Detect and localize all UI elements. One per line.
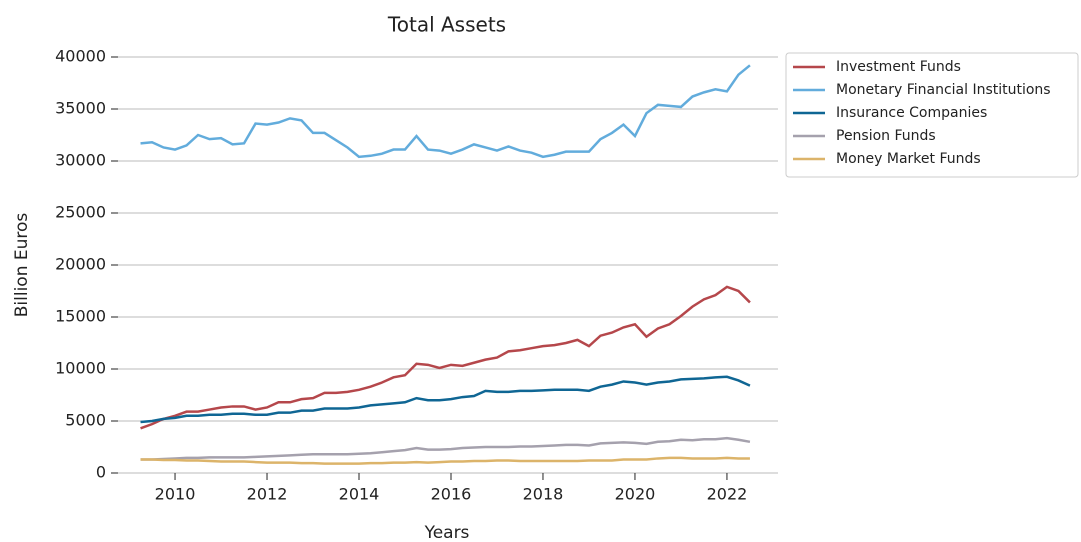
y-tick-label: 5000 xyxy=(65,411,106,430)
y-tick-label: 10000 xyxy=(55,359,106,378)
series-line xyxy=(140,64,751,159)
y-tick-label: 35000 xyxy=(55,99,106,118)
x-tick-label: 2016 xyxy=(431,485,472,504)
series-line xyxy=(140,285,751,430)
legend-label: Pension Funds xyxy=(836,128,936,144)
y-tick-label: 20000 xyxy=(55,255,106,274)
legend-box xyxy=(785,52,1079,178)
x-tick-label: 2014 xyxy=(339,485,380,504)
series-line xyxy=(140,436,751,461)
legend-label: Insurance Companies xyxy=(836,105,987,121)
legend-label: Investment Funds xyxy=(836,59,961,75)
series-line xyxy=(140,375,751,424)
y-tick-label: 15000 xyxy=(55,307,106,326)
x-tick-label: 2012 xyxy=(247,485,288,504)
x-axis-label: Years xyxy=(424,523,470,542)
y-tick-label: 25000 xyxy=(55,203,106,222)
y-tick-label: 40000 xyxy=(55,47,106,66)
series-line xyxy=(140,456,750,465)
y-tick-label: 30000 xyxy=(55,151,106,170)
x-tick-label: 2018 xyxy=(523,485,564,504)
chart-title: Total Assets xyxy=(387,13,506,37)
legend-label: Monetary Financial Institutions xyxy=(836,82,1051,98)
legend-label: Money Market Funds xyxy=(836,151,981,167)
x-tick-label: 2010 xyxy=(155,485,196,504)
y-axis-label: Billion Euros xyxy=(12,213,32,318)
x-tick-label: 2022 xyxy=(707,485,748,504)
y-tick-label: 0 xyxy=(96,463,106,482)
x-tick-label: 2020 xyxy=(615,485,656,504)
